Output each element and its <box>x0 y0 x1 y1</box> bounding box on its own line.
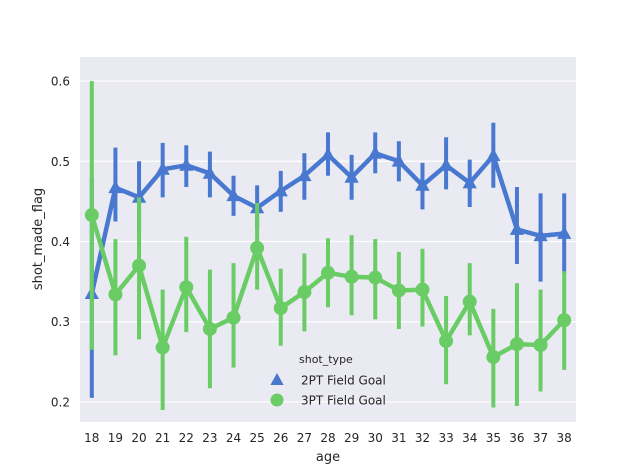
x-tick-label: 32 <box>415 431 430 445</box>
x-tick-label: 18 <box>84 431 99 445</box>
x-tick-label: 27 <box>297 431 312 445</box>
data-point <box>391 153 406 167</box>
x-tick-label: 35 <box>486 431 501 445</box>
data-point <box>462 294 477 309</box>
series <box>84 122 572 398</box>
data-point <box>438 157 454 171</box>
data-point <box>557 313 572 328</box>
x-tick-label: 28 <box>320 431 335 445</box>
data-point <box>391 283 406 298</box>
data-point <box>155 340 170 355</box>
x-tick-label: 31 <box>391 431 406 445</box>
data-point <box>131 189 147 203</box>
legend-marker-circle <box>270 393 284 407</box>
data-point <box>486 148 501 162</box>
data-point <box>132 258 147 273</box>
data-point <box>179 280 194 295</box>
data-point <box>439 333 454 348</box>
y-tick-label: 0.5 <box>51 155 70 169</box>
x-tick-label: 20 <box>131 431 146 445</box>
data-point <box>84 208 99 223</box>
data-point <box>533 228 548 242</box>
x-axis-label: age <box>316 450 340 465</box>
data-point <box>320 147 336 161</box>
x-tick-label: 23 <box>202 431 217 445</box>
legend-marker-triangle <box>270 373 284 386</box>
x-tick-label: 19 <box>108 431 123 445</box>
data-point <box>226 310 241 325</box>
series-layer <box>84 81 572 410</box>
x-tick-label: 29 <box>344 431 359 445</box>
legend-title: shot_type <box>299 353 353 366</box>
data-point <box>297 285 312 300</box>
y-tick-labels: 0.2 0.3 0.4 0.5 0.6 <box>51 75 70 410</box>
x-tick-label: 38 <box>557 431 572 445</box>
y-tick-label: 0.4 <box>51 235 70 249</box>
data-point <box>415 177 430 191</box>
x-tick-label: 34 <box>462 431 477 445</box>
data-point <box>486 350 501 365</box>
x-tick-label: 24 <box>226 431 241 445</box>
data-point <box>557 225 572 239</box>
y-tick-label: 0.3 <box>51 315 70 329</box>
data-point <box>273 183 288 197</box>
x-tick-label: 22 <box>179 431 194 445</box>
data-point <box>509 337 524 352</box>
data-point <box>344 169 359 183</box>
x-tick-label: 33 <box>438 431 453 445</box>
data-point <box>202 165 218 179</box>
legend-label: 2PT Field Goal <box>301 374 386 388</box>
data-point <box>368 145 383 159</box>
y-tick-label: 0.6 <box>51 75 70 89</box>
data-point <box>202 321 217 336</box>
data-point <box>108 180 123 194</box>
data-point <box>368 270 383 285</box>
series <box>84 81 572 410</box>
legend: shot_type 2PT Field Goal 3PT Field Goal <box>270 353 386 408</box>
x-tick-label: 21 <box>155 431 170 445</box>
data-point <box>179 157 194 171</box>
x-tick-label: 25 <box>250 431 265 445</box>
data-point <box>462 175 477 189</box>
data-point <box>250 240 265 255</box>
data-point <box>321 265 335 280</box>
data-point <box>344 269 359 284</box>
x-tick-label: 26 <box>273 431 288 445</box>
data-point <box>297 168 312 182</box>
data-point <box>155 161 170 175</box>
x-tick-labels: 18 19 20 21 22 23 24 25 26 27 28 29 30 31 32 33 34 35 36 37… <box>84 431 572 445</box>
y-tick-label: 0.2 <box>51 395 70 409</box>
data-point <box>533 337 548 352</box>
data-point <box>273 301 288 316</box>
x-tick-label: 30 <box>368 431 383 445</box>
data-point <box>226 188 241 202</box>
y-axis-label: shot_made_flag <box>31 188 46 290</box>
x-tick-label: 36 <box>509 431 524 445</box>
data-point <box>509 221 525 235</box>
x-tick-label: 37 <box>533 431 548 445</box>
legend-label: 3PT Field Goal <box>301 394 386 408</box>
data-point <box>108 287 123 302</box>
data-point <box>415 282 430 297</box>
